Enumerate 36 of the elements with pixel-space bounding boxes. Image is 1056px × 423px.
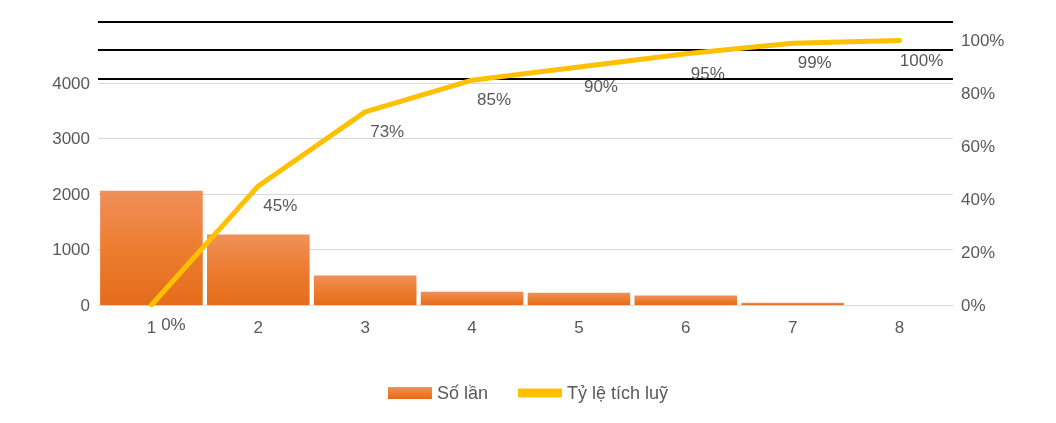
bar [207,234,310,305]
x-tick-label: 8 [894,318,905,337]
x-tick-label: 7 [787,318,798,337]
y2-tick-label: 100% [961,31,1005,51]
legend-label: Số lần [436,383,489,403]
bar [100,190,203,305]
x-tick-label: 1 [146,318,157,337]
x-tick-label: 2 [253,318,264,337]
bar [313,275,417,305]
bar [420,291,524,305]
y2-tick-label: 60% [961,136,996,156]
bar [741,302,844,305]
data-label: 45% [263,195,298,215]
data-label: 0% [161,315,186,334]
data-label: 100% [899,50,944,70]
data-label: 99% [797,53,832,73]
y2-tick-label: 0% [961,295,986,315]
x-tick-label: 5 [574,318,584,337]
data-label: 73% [370,121,405,141]
data-label: 95% [690,63,725,83]
y-tick-label: 2000 [52,184,90,204]
x-tick-label: 6 [681,318,691,337]
y-tick-label: 3000 [52,129,90,149]
y-tick-label: 1000 [52,240,90,260]
legend-label: Tỷ lệ tích luỹ [567,383,669,403]
y-tick-label: 4000 [52,73,90,93]
x-tick-label: 4 [467,318,477,337]
y2-tick-label: 80% [961,83,996,103]
bar [634,295,738,305]
x-tick-label: 3 [360,318,370,337]
y-tick-label: 0 [80,295,90,315]
y2-tick-label: 40% [961,189,996,209]
bar [527,292,631,305]
data-label: 90% [583,76,618,96]
y2-tick-label: 20% [961,242,996,262]
data-label: 85% [477,90,512,110]
